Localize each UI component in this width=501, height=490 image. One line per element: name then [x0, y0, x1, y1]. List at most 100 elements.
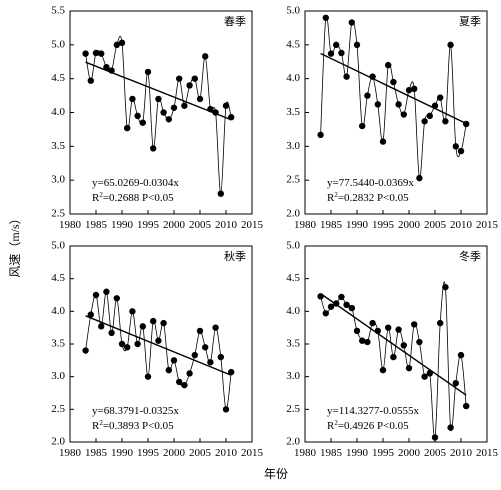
data-point [207, 105, 214, 113]
data-point [364, 92, 371, 99]
r-squared-value: =0.4926 P<0.05 [338, 420, 409, 432]
y-tick-label: 3.5 [286, 338, 300, 350]
data-point [118, 340, 126, 348]
y-tick-label: 2.5 [286, 403, 300, 415]
season-label: 夏季 [459, 15, 481, 28]
data-point [359, 337, 366, 344]
data-point [364, 338, 371, 346]
y-tick-label: 3.0 [51, 370, 65, 382]
r-symbol: R [92, 192, 100, 204]
data-point [160, 319, 167, 327]
r-squared-text: R2=0.2688 P<0.05 [92, 191, 174, 204]
data-point [343, 301, 350, 308]
r-squared-text: R2=0.4926 P<0.05 [327, 419, 409, 432]
data-point [82, 50, 89, 57]
y-tick-label: 4.5 [286, 38, 300, 50]
season-label: 秋季 [224, 249, 246, 263]
data-point [431, 434, 439, 441]
data-point [400, 111, 407, 118]
trend-line [85, 315, 232, 376]
y-tick-label: 4.5 [51, 272, 65, 284]
r-squared-value: =0.2688 P<0.05 [103, 192, 174, 204]
y-tick-label: 2.0 [286, 208, 300, 220]
data-point [150, 145, 157, 152]
r-squared-value: =0.2832 P<0.05 [338, 192, 409, 204]
season-label: 冬季 [459, 249, 481, 263]
x-tick-label: 2015 [476, 447, 499, 459]
data-point [322, 310, 329, 317]
data-point [457, 147, 465, 155]
data-point [207, 359, 214, 366]
y-tick-label: 2.0 [51, 436, 65, 448]
data-point [338, 293, 345, 301]
data-point [369, 73, 376, 80]
x-tick-label: 1980 [59, 447, 82, 459]
data-point [176, 378, 183, 386]
data-point [348, 19, 355, 26]
data-point [124, 344, 131, 351]
data-point [463, 402, 470, 410]
data-point [353, 41, 361, 49]
y-tick-label: 2.0 [286, 436, 300, 448]
data-point [353, 327, 361, 335]
data-point [400, 342, 407, 349]
x-tick-label: 1990 [111, 447, 134, 459]
y-tick-label: 2.5 [51, 403, 65, 415]
data-point [170, 357, 178, 364]
data-point [124, 124, 131, 132]
data-point [338, 49, 345, 57]
data-point [113, 295, 121, 302]
data-point [134, 112, 141, 120]
data-point [222, 406, 230, 413]
data-point [416, 174, 423, 182]
regression-equation: y=77.5440-0.0369x [327, 177, 414, 189]
y-tick-label: 3.0 [286, 370, 300, 382]
y-tick-label: 5.0 [286, 5, 300, 17]
y-tick-label: 3.0 [286, 140, 300, 152]
x-tick-label: 1995 [137, 447, 160, 459]
r-symbol: R [327, 192, 335, 204]
y-tick-label: 3.5 [51, 140, 65, 152]
data-point [196, 327, 204, 335]
r-squared-text: R2=0.2832 P<0.05 [327, 191, 409, 204]
x-tick-label: 2015 [241, 447, 264, 459]
x-tick-label: 2000 [398, 219, 421, 231]
data-point [202, 53, 209, 60]
y-tick-label: 5.0 [286, 240, 300, 252]
y-tick-label: 4.5 [286, 272, 300, 284]
data-point [170, 104, 178, 111]
data-point [92, 49, 100, 57]
data-point [212, 109, 219, 116]
season-label: 春季 [224, 15, 246, 28]
data-point [463, 120, 470, 128]
data-point [390, 78, 397, 86]
data-point [333, 300, 340, 307]
y-tick-label: 4.0 [286, 72, 300, 84]
x-tick-label: 1995 [137, 219, 160, 231]
data-point [191, 75, 198, 82]
y-tick-label: 3.5 [286, 106, 300, 118]
x-tick-label: 2010 [450, 447, 473, 459]
y-tick-label: 2.5 [51, 208, 65, 220]
data-point [92, 291, 100, 299]
data-point [327, 303, 335, 310]
data-point [103, 288, 110, 295]
data-point [317, 131, 324, 139]
data-point [343, 73, 350, 80]
data-point [421, 373, 428, 380]
x-tick-label: 2000 [398, 447, 421, 459]
x-tick-label: 1990 [346, 219, 369, 231]
data-point [217, 190, 224, 197]
data-point [348, 304, 355, 312]
data-point [113, 41, 121, 49]
data-point [176, 75, 183, 82]
data-point [202, 344, 209, 351]
data-point [196, 95, 204, 103]
data-point [191, 351, 198, 359]
data-point [150, 317, 157, 325]
data-point [139, 323, 146, 330]
r-superscript: 2 [334, 191, 338, 199]
data-point [87, 77, 95, 84]
